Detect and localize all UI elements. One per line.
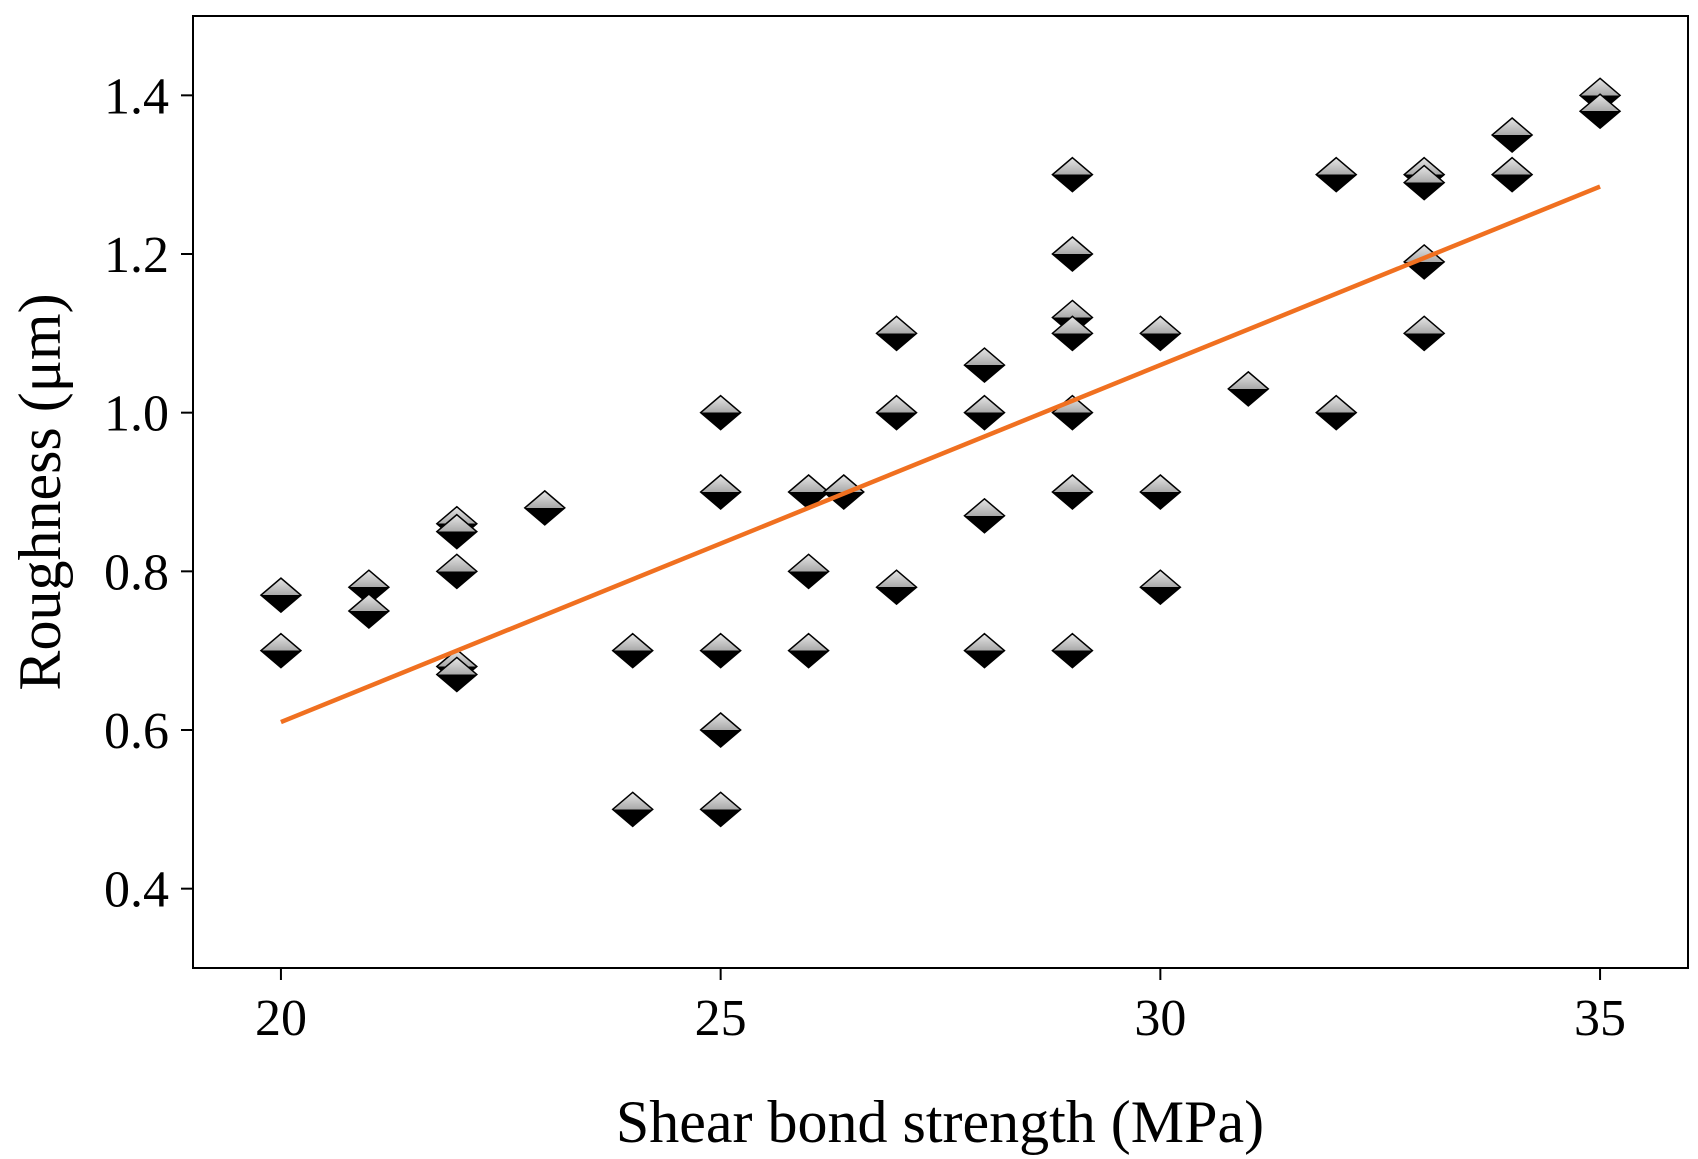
data-point [875, 315, 918, 352]
data-point [699, 394, 742, 431]
data-point [699, 632, 742, 669]
x-axis: 20 25 30 35 [255, 968, 1626, 1047]
data-point [259, 632, 303, 669]
fit-line-group [280, 184, 1601, 725]
data-point [1227, 370, 1270, 407]
x-tick-label: 20 [255, 990, 307, 1047]
y-tick-label: 1.0 [104, 386, 169, 443]
data-point [699, 712, 742, 748]
data-point [523, 489, 566, 526]
data-point [963, 347, 1006, 384]
data-point [1051, 156, 1094, 193]
data-point [611, 791, 654, 828]
data-point [435, 513, 478, 550]
y-tick-label: 1.4 [104, 68, 169, 125]
y-tick-label: 0.6 [104, 703, 169, 760]
data-point [963, 394, 1006, 431]
data-point [1403, 243, 1446, 280]
data-point [611, 632, 654, 669]
y-tick-label: 1.2 [104, 227, 169, 284]
data-point [963, 632, 1006, 669]
y-axis-title: Roughness (μm) [7, 293, 73, 690]
y-tick-label: 0.8 [104, 544, 169, 601]
data-point [1051, 474, 1094, 510]
data-point [1403, 164, 1446, 201]
data-point [787, 632, 830, 669]
fit-line [280, 184, 1601, 725]
data-points [259, 77, 1622, 828]
data-point [1051, 632, 1094, 669]
data-point [1051, 315, 1094, 352]
data-point [699, 474, 742, 510]
data-point [1490, 117, 1534, 153]
data-point [1578, 93, 1622, 130]
data-point [435, 656, 478, 693]
data-point [435, 553, 478, 590]
data-point [1051, 236, 1094, 272]
plot-frame [192, 15, 1689, 969]
data-point [1315, 156, 1358, 193]
x-tick-label: 30 [1134, 990, 1186, 1047]
y-tick-label: 0.4 [104, 862, 169, 919]
data-point [1315, 394, 1358, 431]
y-axis: 0.4 0.6 0.8 1.0 1.2 1.4 [104, 68, 193, 919]
x-tick-label: 35 [1574, 990, 1626, 1047]
data-point [1490, 156, 1534, 193]
data-point [787, 553, 830, 590]
data-point [1139, 315, 1182, 352]
data-point [1139, 474, 1182, 510]
x-tick-label: 25 [695, 990, 747, 1047]
data-point [963, 497, 1006, 534]
data-point [1139, 569, 1182, 606]
data-point [875, 569, 918, 606]
data-point [875, 394, 918, 431]
data-point [259, 577, 303, 614]
data-point [699, 791, 742, 828]
data-point [1403, 315, 1446, 352]
data-point [347, 593, 391, 629]
x-axis-title: Shear bond strength (MPa) [616, 1089, 1264, 1155]
